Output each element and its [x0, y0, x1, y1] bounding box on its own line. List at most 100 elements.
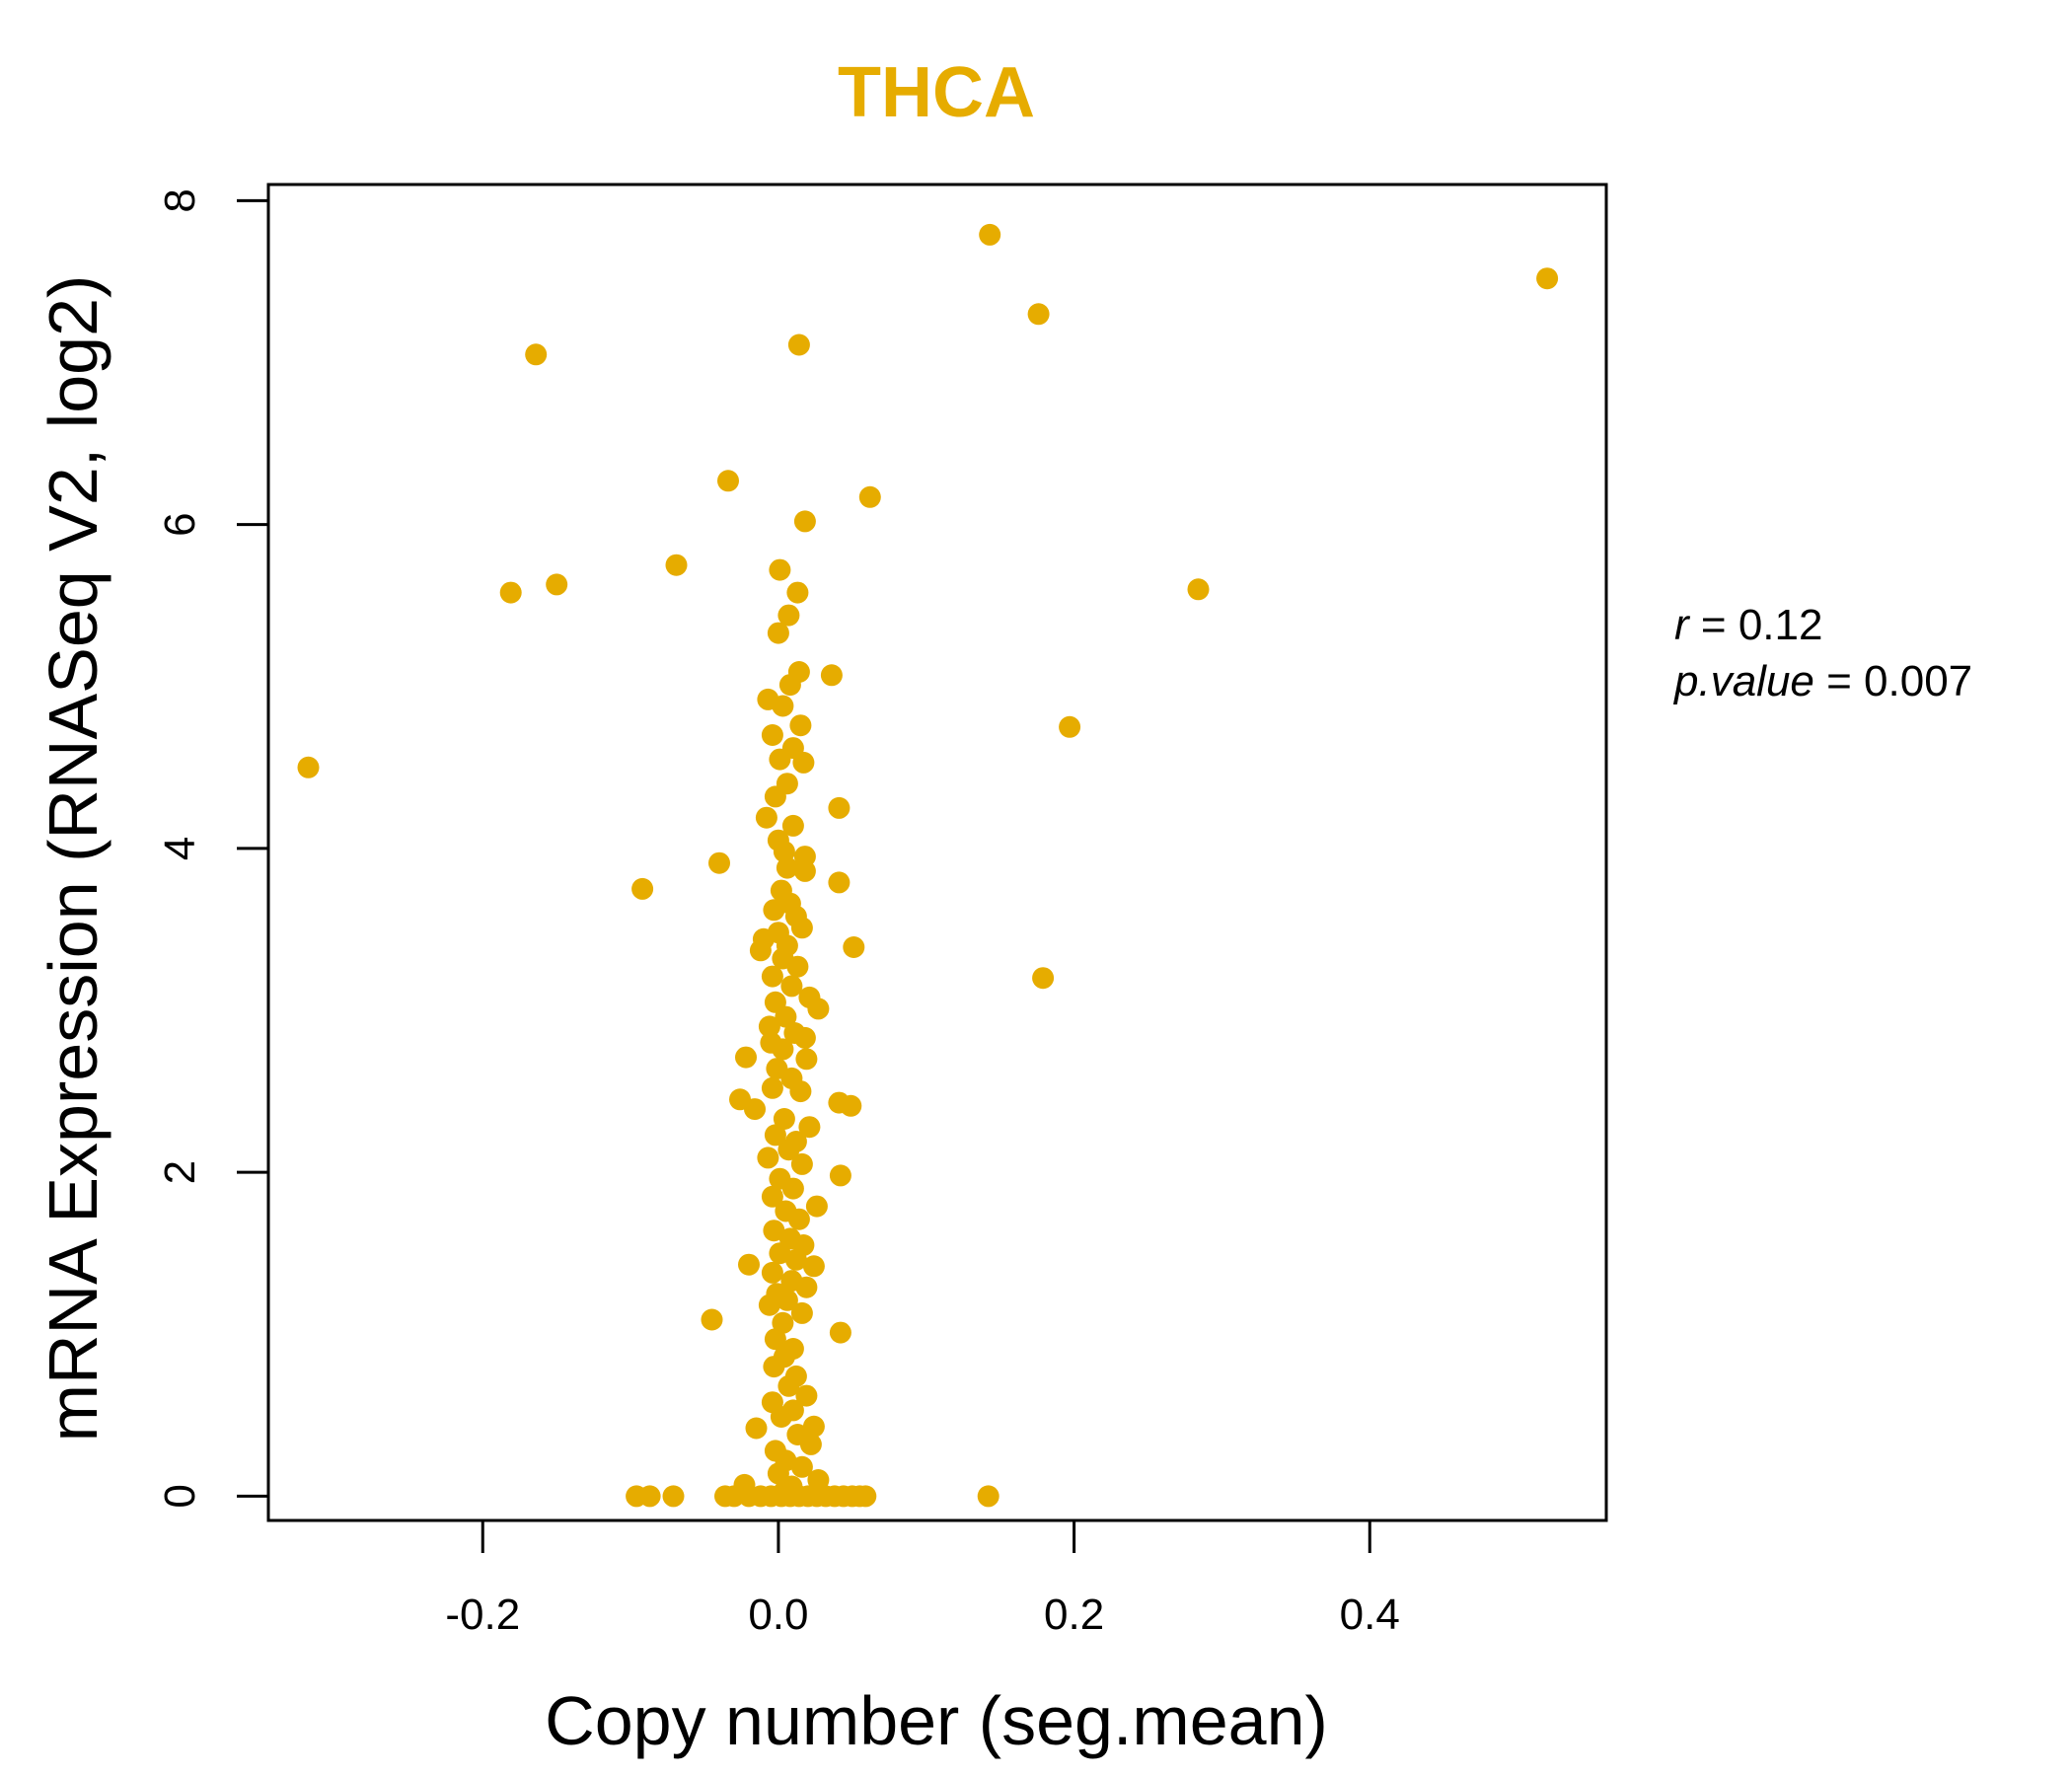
data-point-140 [854, 1485, 877, 1508]
y-tick-label-0: 0 [156, 1484, 204, 1508]
x-tick-label-1: 0.0 [748, 1591, 808, 1639]
p-value-stat: p.value = 0.007 [1672, 657, 1972, 705]
data-point-8 [787, 333, 810, 356]
data-point-5 [717, 470, 739, 492]
data-point-69 [773, 1108, 795, 1130]
r-equals: = [1701, 601, 1739, 649]
x-axis: -0.2 0.0 0.2 0.4 [445, 1518, 1400, 1639]
data-point-83 [763, 1220, 785, 1242]
data-point-9 [858, 485, 881, 508]
data-point-98 [772, 1311, 794, 1334]
p-equals: = [1826, 657, 1864, 705]
data-point-60 [795, 1048, 818, 1071]
r-symbol: r [1674, 601, 1691, 649]
data-point-40 [790, 917, 813, 939]
data-point-90 [761, 1261, 783, 1284]
data-point-15 [820, 664, 843, 687]
data-point-109 [770, 1406, 792, 1428]
data-point-73 [777, 1139, 800, 1161]
data-point-33 [776, 856, 798, 879]
data-point-70 [798, 1116, 821, 1139]
data-point-64 [789, 1080, 812, 1103]
data-point-80 [805, 1195, 828, 1218]
data-point-10 [793, 510, 816, 533]
data-points [297, 223, 1559, 1508]
y-axis: 0 2 4 6 8 [156, 188, 270, 1509]
data-point-58 [772, 1038, 794, 1061]
data-point-24 [792, 751, 815, 774]
plot-frame [266, 183, 1608, 1522]
x-axis-title: Copy number (seg.mean) [545, 1682, 1328, 1759]
data-point-100 [764, 1328, 786, 1351]
data-point-54 [758, 1015, 780, 1038]
data-point-146 [1032, 967, 1055, 990]
data-point-78 [781, 1177, 804, 1200]
x-tick-label-2: 0.2 [1044, 1591, 1104, 1639]
data-point-47 [786, 955, 809, 978]
data-point-49 [780, 975, 803, 998]
data-point-116 [790, 1455, 813, 1478]
data-point-38 [763, 899, 785, 922]
data-point-105 [777, 1374, 800, 1397]
data-point-71 [764, 1124, 786, 1147]
data-point-123 [638, 1485, 661, 1508]
data-point-63 [761, 1076, 783, 1099]
y-tick-label-4: 8 [156, 188, 204, 212]
data-point-0 [297, 756, 320, 778]
data-point-142 [1027, 303, 1050, 326]
data-point-144 [1187, 578, 1210, 601]
data-point-29 [781, 814, 804, 837]
data-point-7 [708, 851, 730, 874]
x-tick-label-3: 0.4 [1340, 1591, 1400, 1639]
data-point-118 [807, 1469, 830, 1491]
data-point-48 [761, 965, 783, 988]
data-point-75 [790, 1152, 813, 1175]
data-point-20 [789, 714, 812, 737]
data-point-44 [843, 936, 865, 958]
data-point-74 [757, 1147, 779, 1169]
data-point-86 [769, 1242, 791, 1265]
data-point-99 [829, 1321, 851, 1344]
data-point-111 [745, 1417, 768, 1440]
data-point-143 [1536, 267, 1559, 290]
data-point-12 [786, 581, 809, 604]
data-point-147 [977, 1485, 999, 1508]
p-symbol: p.value [1672, 657, 1814, 705]
data-point-89 [802, 1255, 825, 1278]
r-value: 0.12 [1739, 601, 1823, 649]
data-point-34 [793, 859, 816, 882]
data-point-76 [829, 1164, 851, 1187]
data-point-19 [772, 695, 794, 717]
data-point-110 [802, 1415, 825, 1438]
data-point-113 [799, 1433, 822, 1455]
data-point-14 [767, 622, 789, 644]
data-point-103 [763, 1356, 785, 1378]
data-point-87 [784, 1248, 807, 1271]
data-point-56 [793, 1026, 816, 1049]
data-point-97 [701, 1308, 723, 1331]
data-point-27 [828, 796, 851, 819]
data-point-28 [755, 806, 777, 829]
y-tick-label-3: 6 [156, 512, 204, 536]
data-point-23 [769, 748, 791, 771]
data-point-145 [1059, 715, 1081, 738]
data-point-124 [662, 1485, 685, 1508]
data-point-31 [773, 841, 795, 863]
data-point-79 [761, 1185, 783, 1208]
data-point-106 [795, 1384, 818, 1407]
data-point-53 [775, 1005, 797, 1028]
data-point-3 [546, 573, 568, 596]
data-point-92 [795, 1276, 818, 1298]
correlation-r-stat: r = 0.12 [1674, 601, 1822, 649]
data-point-82 [787, 1208, 810, 1230]
data-point-96 [790, 1301, 813, 1324]
data-point-6 [631, 877, 654, 900]
data-point-1 [499, 581, 522, 604]
data-point-94 [776, 1289, 798, 1311]
data-point-88 [738, 1253, 760, 1276]
data-point-26 [764, 785, 786, 808]
data-point-11 [769, 558, 791, 581]
data-point-59 [735, 1046, 757, 1069]
p-value: 0.007 [1864, 657, 1972, 705]
